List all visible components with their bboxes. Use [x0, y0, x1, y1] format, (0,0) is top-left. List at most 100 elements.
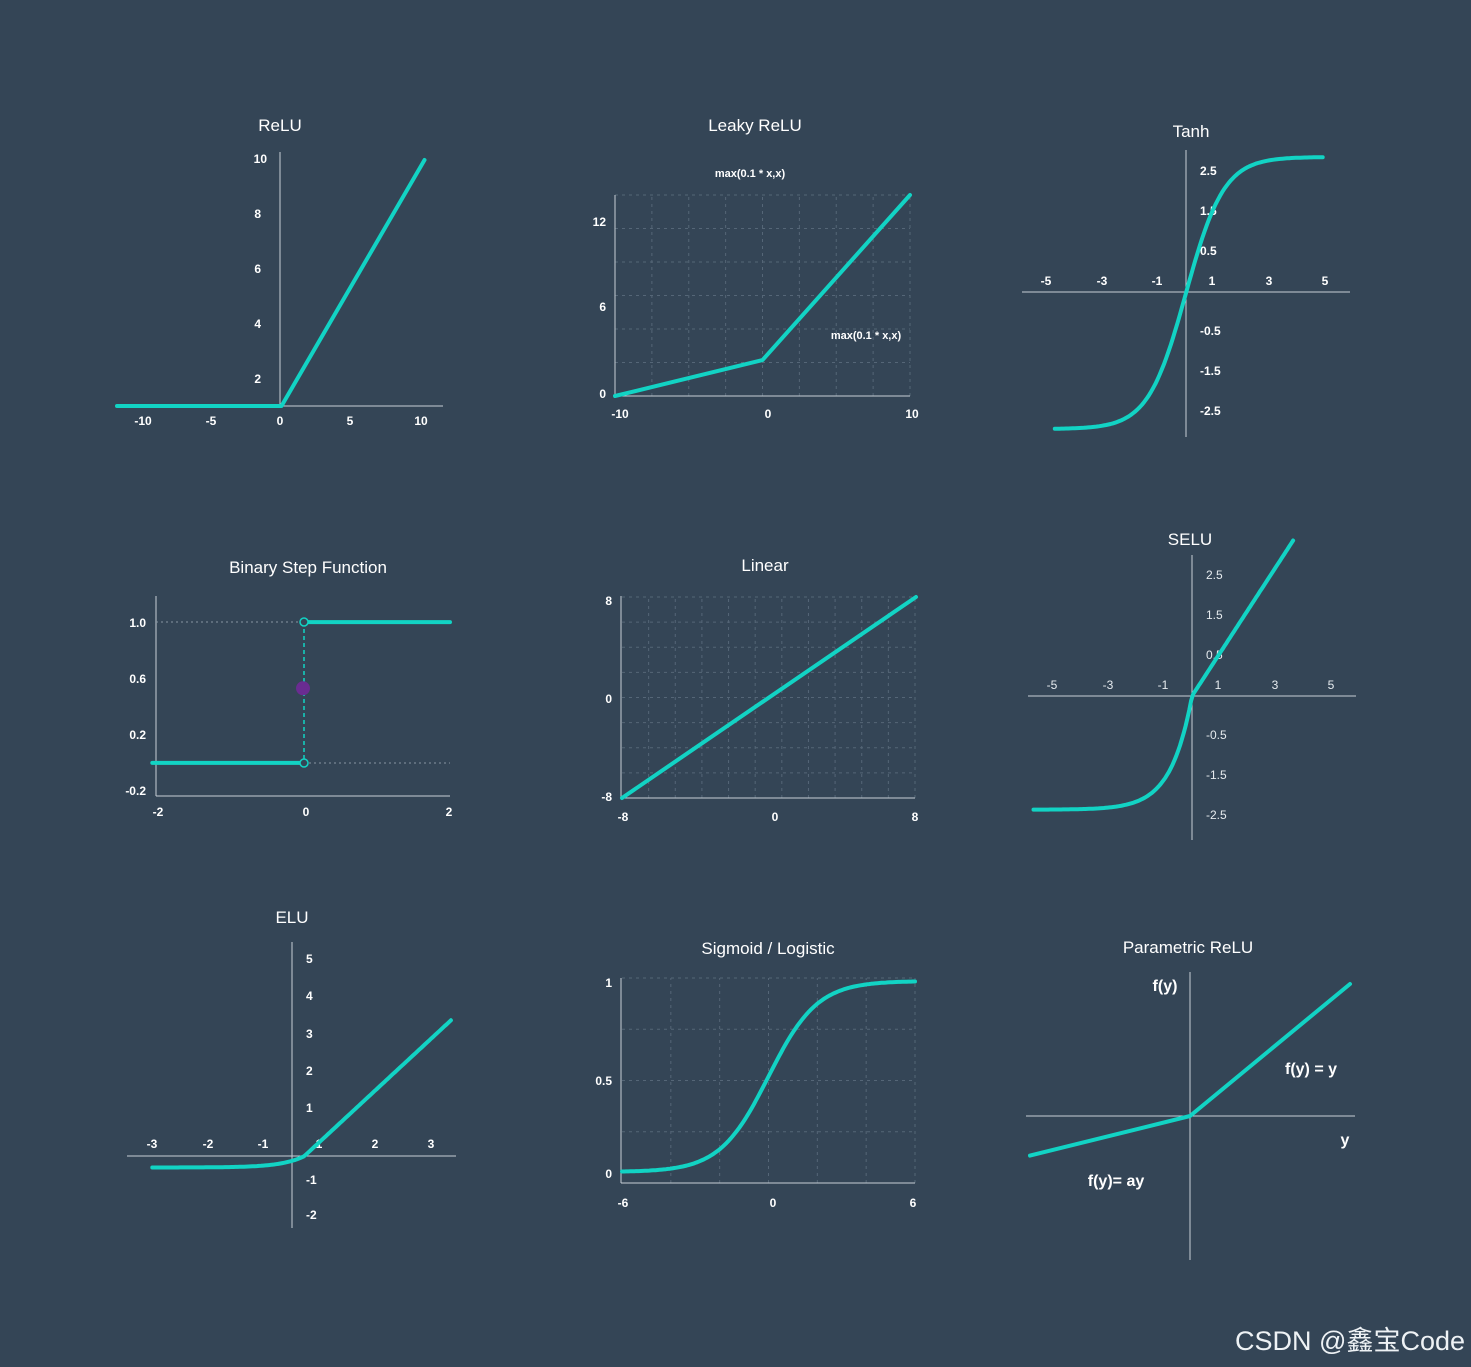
y-tick-label: 4 [254, 317, 261, 331]
x-tick-label: 2 [372, 1137, 379, 1151]
y-tick-label: 10 [254, 152, 268, 166]
y-tick-label: -2.5 [1200, 404, 1221, 418]
watermark: CSDN @鑫宝Code [1235, 1326, 1465, 1356]
grid [622, 977, 916, 1183]
y-tick-label: -1.5 [1206, 768, 1227, 782]
x-tick-label: -1 [1152, 274, 1163, 288]
y-tick-label: -8 [601, 790, 612, 804]
chart-sigmoid: Sigmoid / Logistic 1 0.5 0 -6 0 6 [595, 939, 917, 1210]
x-tick-label: -3 [1097, 274, 1108, 288]
y-tick-label: 3 [306, 1027, 313, 1041]
y-tick-label: -1.5 [1200, 364, 1221, 378]
x-tick-label: 10 [414, 414, 428, 428]
chart-title: Leaky ReLU [708, 116, 802, 135]
y-tick-label: 0 [599, 387, 606, 401]
chart-parametric-relu: Parametric ReLU f(y) y f(y) = y f(y)= ay [1026, 938, 1355, 1260]
x-tick-label: 8 [912, 810, 919, 824]
y-tick-label: 12 [593, 215, 607, 229]
selu-curve [1031, 538, 1296, 812]
x-tick-label: 0 [772, 810, 779, 824]
x-tick-label: -10 [134, 414, 152, 428]
y-tick-label: 2 [254, 372, 261, 386]
grid [615, 194, 911, 396]
negative-branch-label: f(y)= ay [1088, 1173, 1145, 1190]
y-tick-label: 2.5 [1200, 164, 1217, 178]
chart-title: SELU [1168, 530, 1212, 549]
chart-linear: Linear 8 0 -8 -8 0 8 [601, 556, 918, 824]
x-tick-label: 6 [910, 1196, 917, 1210]
x-tick-label: -6 [618, 1196, 629, 1210]
x-tick-label: 2 [446, 805, 453, 819]
y-tick-label: 0.5 [595, 1074, 612, 1088]
chart-title: Sigmoid / Logistic [701, 939, 835, 958]
chart-selu: SELU -5 -3 -1 1 3 5 2.5 1.5 0.5 -0.5 -1.… [1028, 530, 1356, 840]
chart-binary-step: Binary Step Function 1.0 0.6 0.2 -0.2 -2… [125, 558, 452, 819]
x-tick-label: 10 [905, 407, 919, 421]
x-tick-label: 0 [277, 414, 284, 428]
x-tick-label: -1 [258, 1137, 269, 1151]
x-axis-label: y [1341, 1132, 1350, 1149]
y-tick-label: -0.2 [125, 784, 146, 798]
y-tick-label: 1.0 [129, 616, 146, 630]
y-axis-label: f(y) [1153, 978, 1178, 995]
x-tick-label: 5 [1322, 274, 1329, 288]
x-tick-label: 5 [1328, 678, 1335, 692]
chart-title: Tanh [1173, 122, 1210, 141]
chart-leaky-relu: Leaky ReLU -10 0 10 0 6 12 max(0.1 * x,x… [593, 116, 919, 421]
y-tick-label: -2.5 [1206, 808, 1227, 822]
y-tick-label: 8 [605, 594, 612, 608]
step-endpoint-marker [299, 758, 309, 768]
chart-title: Binary Step Function [229, 558, 387, 577]
y-tick-label: 2.5 [1206, 568, 1223, 582]
y-tick-label: 0 [605, 1167, 612, 1181]
x-tick-label: 0 [303, 805, 310, 819]
y-tick-label: 0.2 [129, 728, 146, 742]
x-tick-label: -2 [203, 1137, 214, 1151]
x-tick-label: 0 [770, 1196, 777, 1210]
x-tick-label: -2 [153, 805, 164, 819]
y-tick-label: -0.5 [1200, 324, 1221, 338]
x-tick-label: -3 [1103, 678, 1114, 692]
x-tick-label: -5 [206, 414, 217, 428]
chart-title: Parametric ReLU [1123, 938, 1253, 957]
chart-title: ELU [275, 908, 308, 927]
y-tick-label: 2 [306, 1064, 313, 1078]
y-tick-label: -0.5 [1206, 728, 1227, 742]
chart-title: ReLU [258, 116, 301, 135]
y-tick-label: 1.5 [1206, 608, 1223, 622]
grid [622, 596, 916, 798]
y-tick-label: 8 [254, 207, 261, 221]
chart-tanh: Tanh -5 -3 -1 1 3 5 2.5 1.5 0.5 -0.5 -1.… [1022, 122, 1350, 437]
x-tick-label: -10 [611, 407, 629, 421]
x-tick-label: 3 [1266, 274, 1273, 288]
y-tick-label: 0.6 [129, 672, 146, 686]
y-tick-label: -1 [306, 1173, 317, 1187]
y-tick-label: 6 [254, 262, 261, 276]
x-tick-label: -5 [1041, 274, 1052, 288]
tanh-curve [1052, 155, 1325, 431]
leaky-relu-curve [613, 193, 912, 398]
x-tick-label: 1 [1215, 678, 1222, 692]
y-tick-label: 0.5 [1200, 244, 1217, 258]
x-tick-label: -1 [1158, 678, 1169, 692]
prelu-curve [1028, 982, 1352, 1158]
step-midpoint-marker [296, 681, 310, 696]
relu-curve [115, 158, 427, 408]
chart-relu: ReLU -10 -5 0 5 10 2 4 6 8 10 [115, 116, 443, 428]
x-tick-label: 0 [765, 407, 772, 421]
y-tick-label: -2 [306, 1208, 317, 1222]
x-tick-label: 1 [1209, 274, 1216, 288]
step-endpoint-marker [299, 617, 309, 627]
y-tick-label: 0 [605, 692, 612, 706]
y-tick-label: 6 [599, 300, 606, 314]
x-tick-label: 5 [347, 414, 354, 428]
formula-label: max(0.1 * x,x) [831, 330, 902, 342]
x-tick-label: -5 [1047, 678, 1058, 692]
x-tick-label: 3 [428, 1137, 435, 1151]
y-tick-label: 1 [306, 1101, 313, 1115]
y-tick-label: 5 [306, 952, 313, 966]
chart-elu: ELU -3 -2 -1 1 2 3 5 4 3 2 1 -1 -2 [127, 908, 456, 1228]
x-tick-label: 3 [1272, 678, 1279, 692]
chart-title: Linear [741, 556, 789, 575]
